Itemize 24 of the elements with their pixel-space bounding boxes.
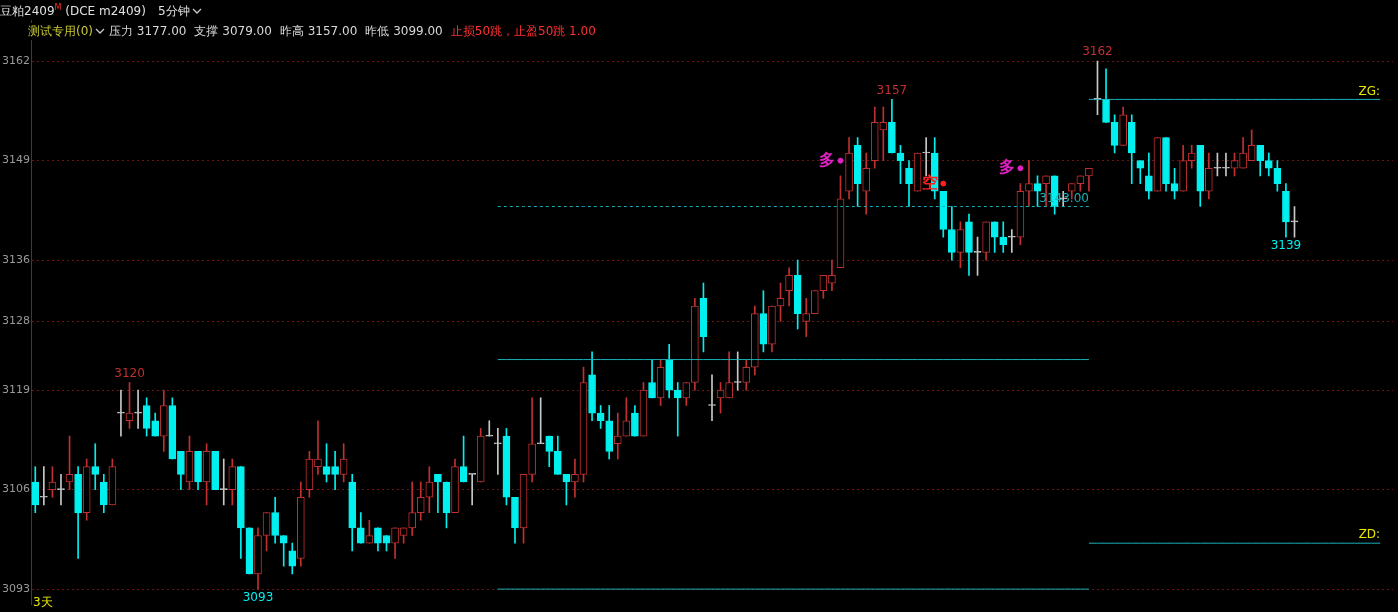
- annotation: 3093: [242, 590, 274, 605]
- y-tick-label: 3106: [2, 482, 30, 496]
- annotation: 3157: [876, 82, 908, 97]
- y-tick-label: 3119: [2, 383, 30, 397]
- annotation: 昨低 3099.00: [365, 24, 443, 38]
- annotation: 3天: [33, 594, 53, 611]
- chart-title: 豆粕2409$^{M}$ (DCE m2409) 5分钟: [0, 3, 190, 18]
- annotation: 昨高 3157.00: [279, 24, 358, 38]
- annotation: 支撑 3079.00: [194, 24, 272, 38]
- y-tick-label: 3128: [2, 314, 30, 328]
- annotation: 止损50跳，止盈50跳 1.00: [450, 24, 596, 38]
- annotation: 3139: [1270, 238, 1302, 253]
- text: 测试专用(0): [28, 24, 93, 38]
- series-label: ZD:: [1358, 527, 1381, 542]
- y-tick-label: 3149: [2, 153, 30, 167]
- series-label: ZG:: [1358, 83, 1381, 98]
- y-tick-label: 3162: [2, 54, 30, 68]
- text: 多: [819, 149, 836, 169]
- y-tick-label: 3093: [2, 581, 30, 595]
- annotation: 3162: [1082, 44, 1113, 59]
- annotation: 压力 3177.00: [109, 24, 187, 38]
- text: 多: [999, 157, 1016, 177]
- y-tick-label: 3136: [2, 252, 30, 266]
- annotation: 3120: [114, 365, 145, 380]
